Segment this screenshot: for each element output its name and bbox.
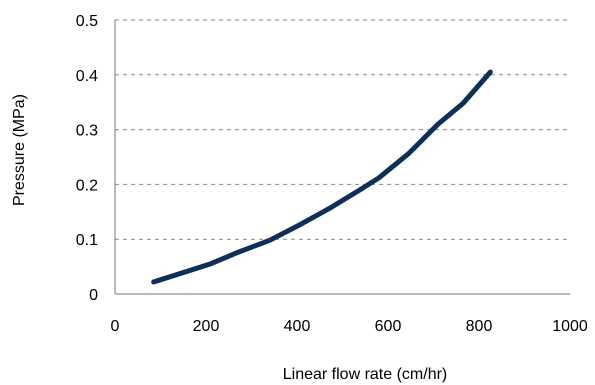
series-line-1 <box>151 69 493 285</box>
y-tick-label-0.5: 0.5 <box>76 13 98 30</box>
x-tick-label-600: 600 <box>375 318 402 335</box>
y-axis-title: Pressure (MPa) <box>11 94 28 206</box>
y-tick-labels: 0 0.1 0.2 0.3 0.4 0.5 <box>76 13 98 304</box>
axes <box>114 20 570 295</box>
x-tick-label-1000: 1000 <box>552 318 588 335</box>
y-tick-label-0.2: 0.2 <box>76 177 98 194</box>
y-tick-label-0.3: 0.3 <box>76 123 98 140</box>
x-tick-label-800: 800 <box>466 318 493 335</box>
series-layer <box>151 69 493 285</box>
x-tick-label-0: 0 <box>111 318 120 335</box>
grid-lines <box>115 19 570 240</box>
x-tick-labels: 0 200 400 600 800 1000 <box>111 318 588 335</box>
x-tick-label-400: 400 <box>284 318 311 335</box>
y-tick-label-0: 0 <box>89 287 98 304</box>
x-tick-label-200: 200 <box>193 318 220 335</box>
y-tick-label-0.1: 0.1 <box>76 232 98 249</box>
x-axis-title: Linear flow rate (cm/hr) <box>283 366 448 383</box>
y-tick-label-0.4: 0.4 <box>76 68 98 85</box>
